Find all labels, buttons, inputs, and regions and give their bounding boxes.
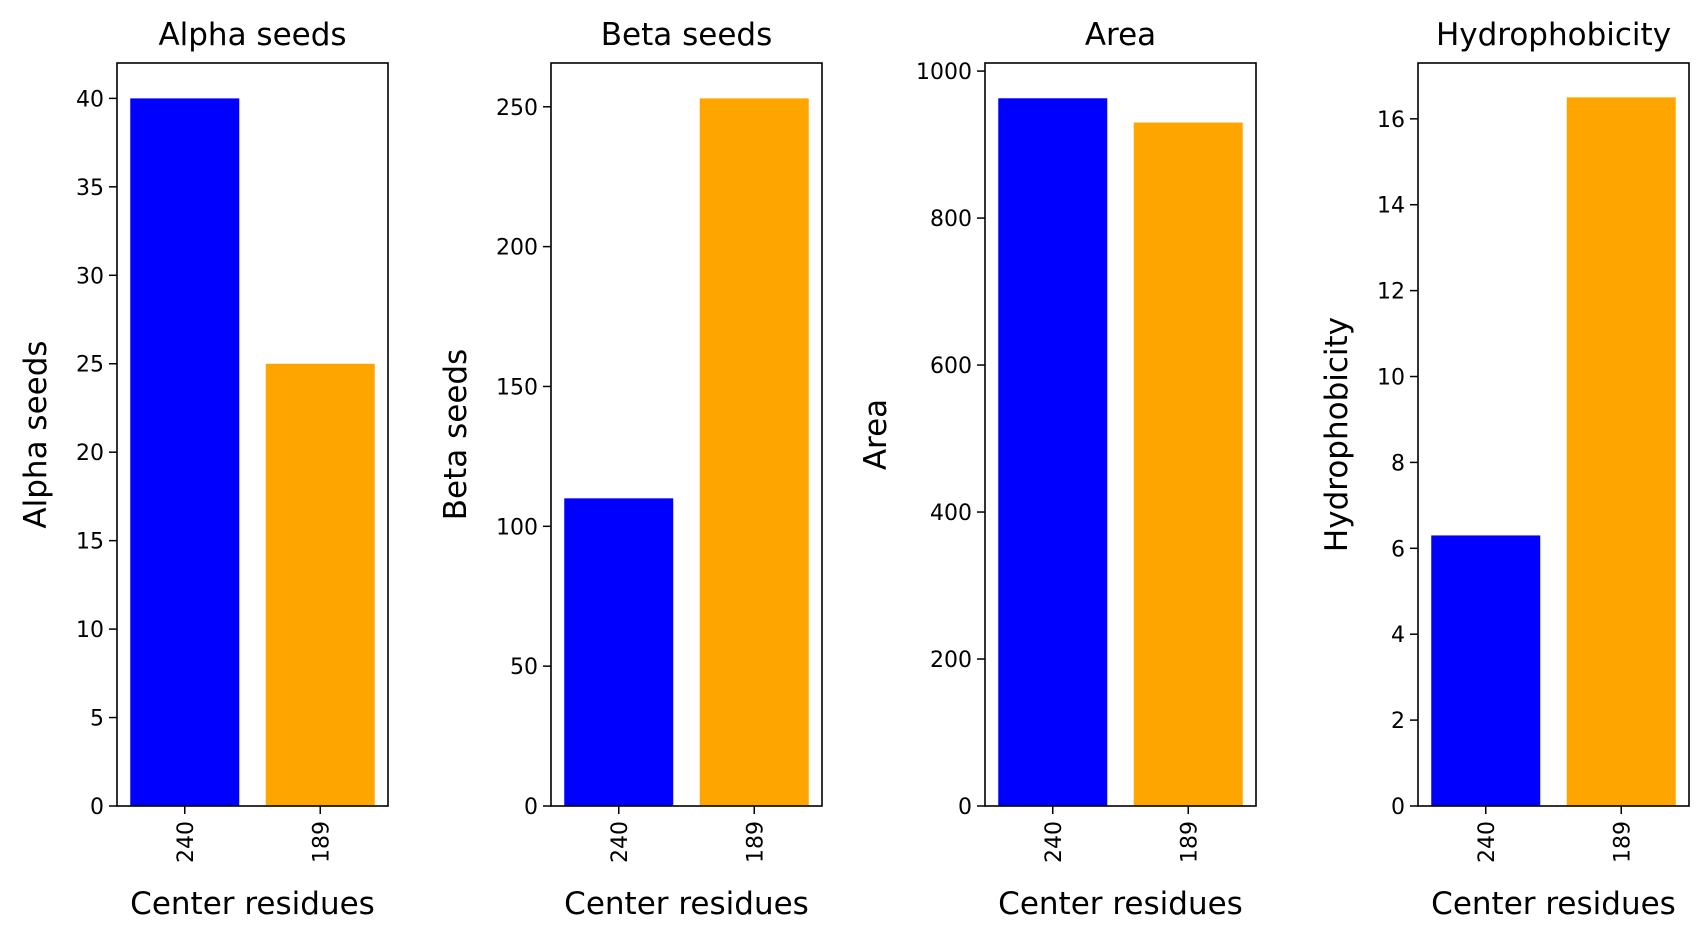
y-axis-label: Beta seeds (438, 349, 474, 520)
y-tick-label: 0 (1391, 795, 1405, 820)
y-tick-label: 250 (496, 96, 538, 121)
y-tick-label: 600 (930, 354, 972, 379)
y-tick-label: 0 (524, 795, 538, 820)
y-tick-label: 16 (1377, 108, 1405, 133)
x-tick-label: 189 (743, 821, 768, 863)
x-tick-label: 240 (1475, 821, 1500, 863)
bar-189 (699, 98, 809, 806)
y-tick-label: 8 (1391, 451, 1405, 476)
bar-240 (998, 98, 1108, 806)
y-tick-label: 5 (90, 707, 104, 732)
y-tick-label: 0 (90, 795, 104, 820)
y-tick-label: 200 (496, 236, 538, 261)
y-tick-label: 40 (76, 87, 104, 112)
y-tick-label: 0 (958, 795, 972, 820)
y-tick-label: 30 (76, 264, 104, 289)
y-tick-label: 10 (1377, 366, 1405, 391)
bar-189 (265, 363, 375, 806)
x-tick-label: 189 (1177, 821, 1202, 863)
y-tick-label: 20 (76, 441, 104, 466)
x-tick-label: 240 (608, 821, 633, 863)
chart-title: Beta seeds (601, 17, 772, 53)
bar-189 (1566, 97, 1676, 807)
y-tick-label: 200 (930, 648, 972, 673)
axes-frame (1417, 62, 1690, 807)
bar-240 (564, 498, 674, 806)
axes-frame (116, 62, 389, 807)
y-tick-label: 14 (1377, 194, 1405, 219)
axes-frame (550, 62, 823, 807)
x-tick-label: 189 (309, 821, 334, 863)
x-axis-label: Center residues (564, 886, 809, 922)
chart-panel-hydrophobicity: 0 2 4 6 8 10 12 14 16 240 189 Hydrophobicity Center … (1319, 17, 1690, 922)
bar-240 (130, 98, 240, 806)
bar-189 (1133, 122, 1243, 806)
y-tick-label: 2 (1391, 709, 1405, 734)
chart-panel-area: 0 200 400 600 800 1000 240 189 Area Center residu… (858, 17, 1257, 922)
y-tick-label: 800 (930, 207, 972, 232)
x-tick-label: 240 (1042, 821, 1067, 863)
y-tick-label: 15 (76, 530, 104, 555)
axes-frame (984, 62, 1257, 807)
y-tick-label: 100 (496, 515, 538, 540)
y-axis-label: Area (858, 399, 894, 470)
y-tick-label: 1000 (916, 60, 972, 85)
x-tick-label: 240 (174, 821, 199, 863)
y-tick-label: 50 (510, 655, 538, 680)
y-tick-label: 6 (1391, 537, 1405, 562)
y-tick-label: 35 (76, 176, 104, 201)
y-tick-label: 400 (930, 501, 972, 526)
y-axis-label: Hydrophobicity (1319, 317, 1355, 552)
chart-panel-alpha-seeds: 0 5 10 15 20 25 30 35 40 240 189 Alpha seeds Center … (18, 17, 389, 922)
x-axis-label: Center residues (130, 886, 375, 922)
y-tick-label: 150 (496, 375, 538, 400)
y-axis-label: Alpha seeds (18, 340, 54, 528)
y-tick-label: 10 (76, 618, 104, 643)
y-tick-label: 12 (1377, 280, 1405, 305)
chart-panel-beta-seeds: 0 50 100 150 200 250 240 189 Beta seeds Center re… (438, 17, 823, 922)
chart-title: Alpha seeds (158, 17, 346, 53)
chart-title: Hydrophobicity (1436, 17, 1671, 53)
x-tick-label: 189 (1610, 821, 1635, 863)
y-tick-label: 25 (76, 353, 104, 378)
y-tick-label: 4 (1391, 623, 1405, 648)
bar-240 (1431, 535, 1541, 806)
x-axis-label: Center residues (998, 886, 1243, 922)
x-axis-label: Center residues (1431, 886, 1676, 922)
chart-title: Area (1085, 17, 1156, 53)
